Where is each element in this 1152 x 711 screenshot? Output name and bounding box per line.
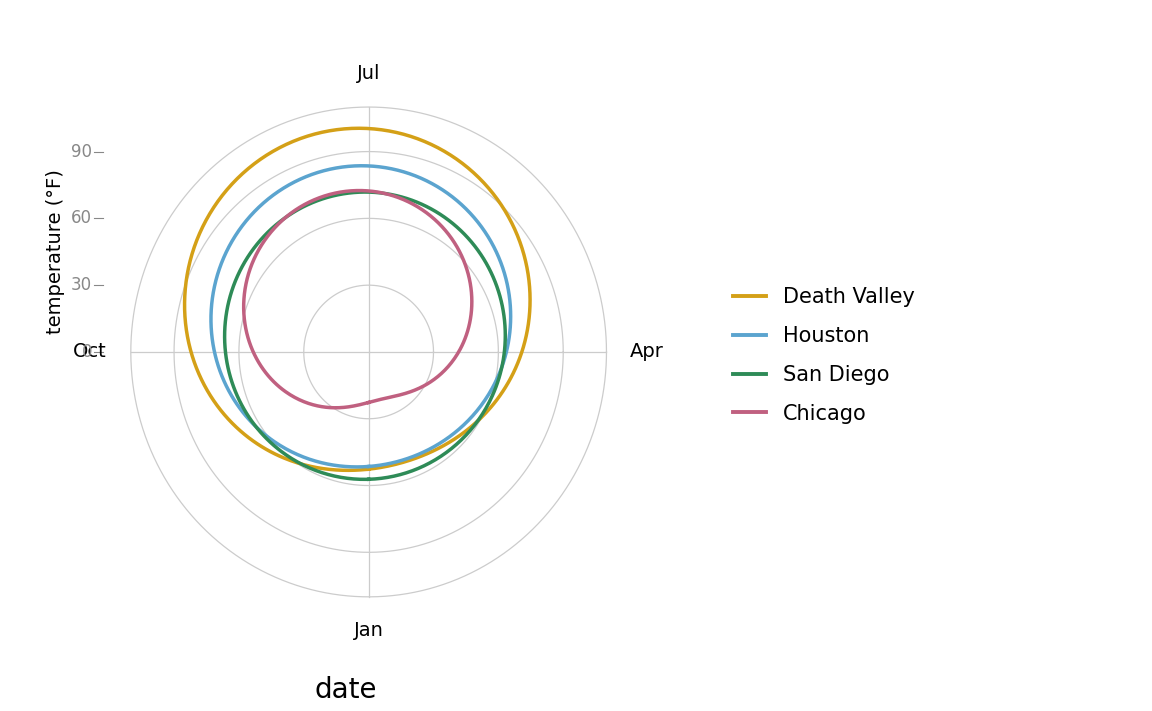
Text: 90: 90	[71, 143, 92, 161]
Text: temperature (°F): temperature (°F)	[46, 169, 65, 334]
Text: 60: 60	[71, 209, 92, 228]
Legend: Death Valley, Houston, San Diego, Chicago: Death Valley, Houston, San Diego, Chicag…	[725, 279, 923, 432]
Text: 30: 30	[70, 276, 92, 294]
Text: Jan: Jan	[354, 621, 384, 641]
Text: date: date	[314, 676, 377, 704]
Text: 0: 0	[82, 343, 92, 361]
Text: Jul: Jul	[357, 63, 380, 82]
Text: Oct: Oct	[74, 343, 107, 361]
Text: Apr: Apr	[630, 343, 665, 361]
